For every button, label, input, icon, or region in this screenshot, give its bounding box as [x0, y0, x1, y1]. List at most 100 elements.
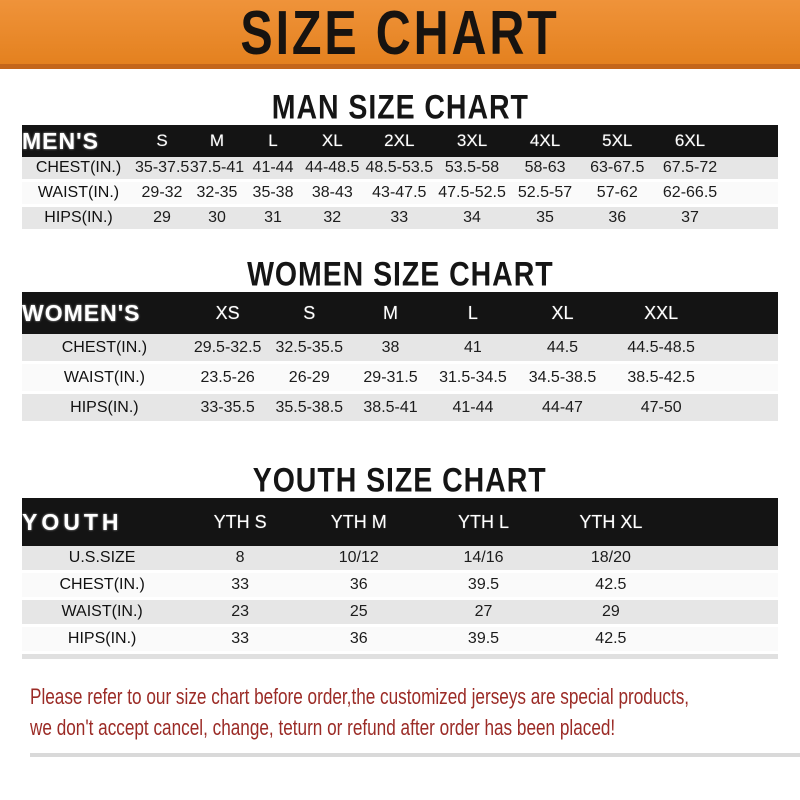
size-value-cell: 43-47.5	[363, 182, 436, 207]
size-value-cell: 47.5-52.5	[435, 182, 510, 207]
footer-disclaimer: Please refer to our size chart before or…	[30, 681, 800, 757]
size-header-cell: 6XL	[653, 125, 727, 157]
men-size-table: MEN'S S M L XL 2XL 3XL 4XL 5XL 6XL CHEST…	[22, 125, 778, 232]
size-value-cell: 36	[581, 207, 654, 232]
size-value-cell: 39.5	[419, 573, 548, 600]
table-row: HIPS(IN.) 29 30 31 32 33 34 35 36 37	[22, 207, 778, 232]
table-row: WAIST(IN.) 23.5-26 26-29 29-31.5 31.5-34…	[22, 364, 778, 394]
size-value-cell: 48.5-53.5	[363, 157, 436, 182]
size-value-cell: 38	[350, 334, 431, 364]
men-header-row: MEN'S S M L XL 2XL 3XL 4XL 5XL 6XL	[22, 125, 778, 157]
measurement-label-cell: CHEST(IN.)	[22, 334, 187, 364]
measurement-label-cell: U.S.SIZE	[22, 546, 183, 573]
size-value-cell: 32.5-35.5	[268, 334, 351, 364]
spacer-cell	[726, 207, 778, 232]
measurement-label-cell: WAIST(IN.)	[22, 364, 187, 394]
spacer-cell	[674, 573, 778, 600]
size-header-cell: XL	[301, 125, 364, 157]
women-table-title: WOMEN'S	[22, 292, 187, 334]
spacer-cell	[712, 394, 778, 424]
size-value-cell: 36	[297, 627, 420, 654]
size-value-cell: 35-38	[245, 182, 302, 207]
size-value-cell: 58-63	[509, 157, 582, 182]
men-table-title: MEN'S	[22, 125, 136, 157]
size-value-cell: 67.5-72	[653, 157, 727, 182]
size-header-cell: 2XL	[363, 125, 436, 157]
size-header-cell: 5XL	[581, 125, 654, 157]
spacer-cell	[674, 600, 778, 627]
banner-title: SIZE CHART	[240, 0, 560, 67]
size-header-cell: S	[268, 292, 351, 334]
size-value-cell: 41	[430, 334, 515, 364]
size-value-cell: 33	[182, 627, 298, 654]
size-value-cell: 36	[297, 573, 420, 600]
size-value-cell: 33	[182, 573, 298, 600]
size-value-cell: 52.5-57	[509, 182, 582, 207]
spacer-cell	[674, 627, 778, 654]
youth-section-heading: YOUTH SIZE CHART	[0, 461, 800, 500]
table-row: HIPS(IN.) 33-35.5 35.5-38.5 38.5-41 41-4…	[22, 394, 778, 424]
disclaimer-line-1: Please refer to our size chart before or…	[30, 684, 690, 709]
table-row: CHEST(IN.) 33 36 39.5 42.5	[22, 573, 778, 600]
size-value-cell: 44.5	[514, 334, 611, 364]
size-value-cell: 44-48.5	[301, 157, 364, 182]
size-value-cell: 25	[297, 600, 420, 627]
size-value-cell: 23.5-26	[186, 364, 269, 394]
size-value-cell: 63-67.5	[581, 157, 654, 182]
table-row: CHEST(IN.) 29.5-32.5 32.5-35.5 38 41 44.…	[22, 334, 778, 364]
size-value-cell: 8	[182, 546, 298, 573]
size-value-cell: 29-32	[135, 182, 189, 207]
women-header-row: WOMEN'S XS S M L XL XXL	[22, 292, 778, 334]
size-value-cell: 35.5-38.5	[268, 394, 351, 424]
size-value-cell: 34	[435, 207, 510, 232]
size-header-cell: YTH S	[182, 498, 298, 546]
size-header-cell: YTH XL	[547, 498, 675, 546]
size-value-cell: 42.5	[547, 573, 675, 600]
size-value-cell: 39.5	[419, 627, 548, 654]
size-header-cell: L	[245, 125, 302, 157]
women-heading-text: WOMEN SIZE CHART	[246, 255, 554, 294]
size-value-cell: 18/20	[547, 546, 675, 573]
size-value-cell: 35	[509, 207, 582, 232]
youth-header-row: YOUTH YTH S YTH M YTH L YTH XL	[22, 498, 778, 546]
size-header-cell: 4XL	[509, 125, 582, 157]
size-value-cell: 37	[653, 207, 727, 232]
measurement-label-cell: HIPS(IN.)	[22, 394, 187, 424]
spacer-cell	[712, 334, 778, 364]
spacer-cell	[712, 364, 778, 394]
measurement-label-cell: HIPS(IN.)	[22, 207, 136, 232]
table-row: HIPS(IN.) 33 36 39.5 42.5	[22, 627, 778, 654]
size-value-cell: 44.5-48.5	[610, 334, 713, 364]
spacer-cell	[726, 182, 778, 207]
size-value-cell: 41-44	[245, 157, 302, 182]
size-header-cell: XL	[514, 292, 611, 334]
spacer-cell	[674, 546, 778, 573]
spacer-cell	[726, 157, 778, 182]
size-value-cell: 37.5-41	[188, 157, 245, 182]
disclaimer-line-2: we don't accept cancel, change, teturn o…	[30, 715, 616, 740]
size-value-cell: 62-66.5	[653, 182, 727, 207]
spacer-cell	[674, 498, 778, 546]
size-value-cell: 26-29	[268, 364, 351, 394]
size-value-cell: 32	[301, 207, 364, 232]
youth-heading-text: YOUTH SIZE CHART	[253, 461, 547, 500]
women-section-heading: WOMEN SIZE CHART	[0, 255, 800, 294]
size-value-cell: 53.5-58	[435, 157, 510, 182]
size-value-cell: 29-31.5	[350, 364, 431, 394]
size-value-cell: 32-35	[188, 182, 245, 207]
men-heading-text: MAN SIZE CHART	[271, 88, 529, 127]
size-header-cell: YTH M	[297, 498, 420, 546]
size-header-cell: S	[135, 125, 189, 157]
table-row: WAIST(IN.) 29-32 32-35 35-38 38-43 43-47…	[22, 182, 778, 207]
measurement-label-cell: WAIST(IN.)	[22, 600, 183, 627]
size-value-cell: 27	[419, 600, 548, 627]
size-header-cell: M	[188, 125, 245, 157]
size-value-cell: 42.5	[547, 627, 675, 654]
size-value-cell: 38-43	[301, 182, 364, 207]
women-size-table: WOMEN'S XS S M L XL XXL CHEST(IN.) 29.5-…	[22, 292, 778, 424]
measurement-label-cell: HIPS(IN.)	[22, 627, 183, 654]
spacer-cell	[726, 125, 778, 157]
youth-table-title: YOUTH	[22, 498, 183, 546]
size-value-cell: 31	[245, 207, 302, 232]
